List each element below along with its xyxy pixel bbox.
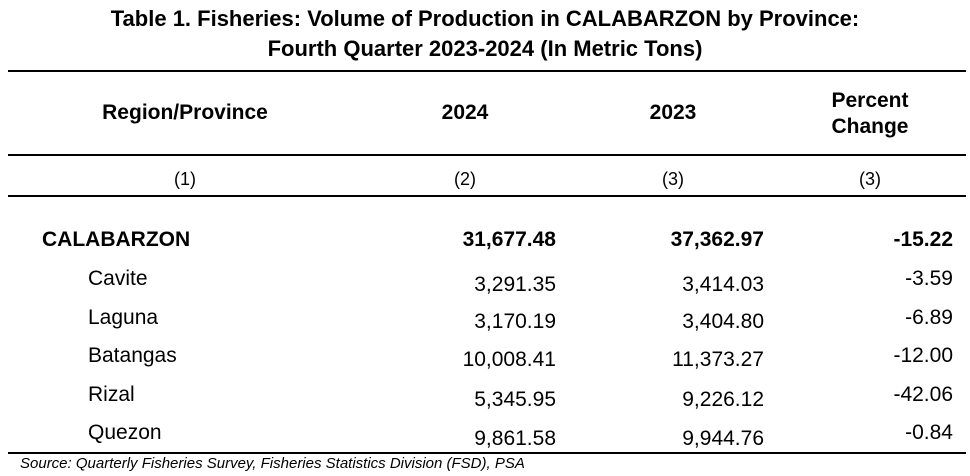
row-name: Quezon: [88, 421, 162, 444]
row-value-2023: 11,373.27: [672, 348, 764, 371]
row-name: Batangas: [88, 344, 177, 367]
row-name: Cavite: [88, 267, 148, 290]
row-name: Rizal: [88, 383, 135, 406]
row-value-2024: 10,008.41: [462, 348, 556, 371]
header-percent-line: Percent: [831, 89, 909, 112]
row-value-2023: 3,404.80: [682, 310, 764, 333]
top-rule: [8, 70, 966, 72]
header-rule: [8, 154, 966, 156]
bottom-rule: [8, 452, 966, 454]
header-region: Region/Province: [102, 101, 268, 124]
column-number-1: (1): [174, 169, 196, 189]
column-number-2: (2): [454, 169, 476, 189]
row-name: CALABARZON: [42, 228, 191, 251]
row-name: Laguna: [88, 306, 159, 329]
header-2024: 2024: [441, 101, 489, 124]
row-percent-change: -15.22: [893, 228, 953, 251]
table-row: CALABARZON 31,677.48 37,362.97 -15.22: [0, 225, 970, 255]
table-title-line1: Table 1. Fisheries: Volume of Production…: [110, 6, 860, 31]
header-2023: 2023: [649, 101, 697, 124]
table-title: Table 1. Fisheries: Volume of Production…: [0, 4, 970, 64]
row-value-2023: 37,362.97: [670, 228, 764, 251]
row-value-2023: 9,944.76: [682, 427, 764, 450]
row-value-2023: 3,414.03: [682, 273, 764, 296]
row-percent-change: -6.89: [905, 306, 953, 329]
row-value-2024: 3,170.19: [474, 310, 556, 333]
table-row: Batangas 10,008.41 11,373.27 -12.00: [0, 341, 970, 371]
column-number-4: (3): [859, 169, 881, 189]
column-number-3: (3): [662, 169, 684, 189]
table-row: Rizal 5,345.95 9,226.12 -42.06: [0, 380, 970, 411]
table-row: Quezon 9,861.58 9,944.76 -0.84: [0, 418, 970, 450]
row-percent-change: -12.00: [893, 344, 953, 367]
row-value-2024: 5,345.95: [474, 388, 556, 411]
row-percent-change: -3.59: [905, 267, 953, 290]
row-value-2024: 31,677.48: [462, 228, 556, 251]
row-percent-change: -42.06: [893, 383, 953, 406]
row-percent-change: -0.84: [905, 421, 953, 444]
table-title-line2: Fourth Quarter 2023-2024 (In Metric Tons…: [267, 36, 703, 61]
table-row: Laguna 3,170.19 3,404.80 -6.89: [0, 303, 970, 333]
column-number-rule: [8, 195, 966, 197]
header-percent-change: Percent Change: [790, 88, 950, 140]
table-row: Cavite 3,291.35 3,414.03 -3.59: [0, 264, 970, 296]
row-value-2024: 9,861.58: [474, 427, 556, 450]
row-value-2023: 9,226.12: [682, 388, 764, 411]
header-change-line: Change: [831, 115, 909, 138]
row-value-2024: 3,291.35: [474, 273, 556, 296]
source-note: Source: Quarterly Fisheries Survey, Fish…: [20, 455, 525, 472]
